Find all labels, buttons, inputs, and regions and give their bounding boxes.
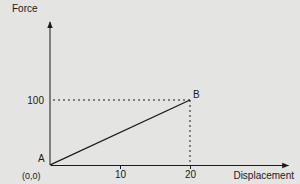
x-tick: 10 xyxy=(115,165,127,180)
y-axis-title: Force xyxy=(12,3,38,14)
guide-line xyxy=(190,100,191,165)
point-label: B xyxy=(193,89,200,100)
x-tick-label: 20 xyxy=(185,169,197,180)
y-tick-label: 100 xyxy=(27,95,44,106)
x-axis-title: Displacement xyxy=(233,170,294,181)
x-axis-line xyxy=(51,165,289,166)
y-axis-line xyxy=(50,22,51,165)
y-axis: 100 xyxy=(27,22,50,165)
chart: 10 20 100 Force Displacement A B (0,0) xyxy=(0,0,300,184)
y-tick: 100 xyxy=(27,95,50,106)
point-label: A xyxy=(38,153,45,164)
x-tick-label: 10 xyxy=(115,169,127,180)
guides xyxy=(50,100,190,165)
data-line xyxy=(50,100,190,165)
guide-line xyxy=(50,100,190,101)
origin-label: (0,0) xyxy=(22,171,41,181)
plot-area xyxy=(50,100,190,165)
x-tick: 20 xyxy=(185,165,197,180)
